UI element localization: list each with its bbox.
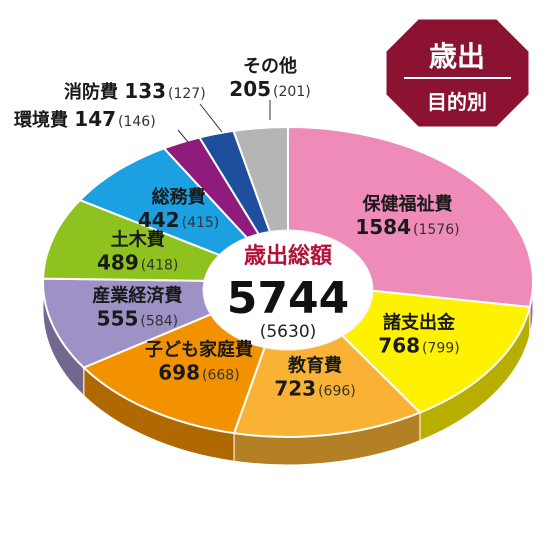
slice-prev-value: (696) bbox=[318, 384, 356, 400]
slice-value: 555 bbox=[97, 307, 139, 331]
slice-label-消防費: 消防費 133 (127) bbox=[64, 79, 206, 103]
slice-prev-value: (418) bbox=[141, 258, 179, 274]
leader-line-消防費 bbox=[199, 103, 223, 133]
badge-title: 歳出 bbox=[429, 40, 485, 73]
slice-prev-value: (201) bbox=[273, 84, 311, 100]
slice-value: 147 bbox=[74, 107, 116, 131]
slice-prev-value: (799) bbox=[422, 341, 460, 357]
slice-name: 保健福祉費 bbox=[361, 193, 452, 215]
slice-prev-value: (668) bbox=[202, 368, 240, 384]
slice-name: 消防費 bbox=[64, 81, 124, 103]
center-total-value: 5744 bbox=[227, 273, 349, 324]
slice-name: 子ども家庭費 bbox=[145, 339, 253, 361]
slice-value: 723 bbox=[274, 377, 316, 401]
slice-figures: 442 (415) bbox=[138, 208, 219, 232]
slice-figures: 698 (668) bbox=[158, 361, 239, 385]
slice-figures: 723 (696) bbox=[274, 377, 355, 401]
slice-value: 698 bbox=[158, 361, 200, 385]
slice-prev-value: (415) bbox=[182, 215, 220, 231]
badge-subtitle: 目的別 bbox=[427, 90, 487, 114]
slice-prev-value: (127) bbox=[168, 86, 206, 102]
slice-name: 産業経済費 bbox=[92, 285, 182, 307]
slice-figures: 768 (799) bbox=[378, 334, 459, 358]
slice-value: 442 bbox=[138, 208, 180, 232]
center-title: 歳出総額 bbox=[244, 243, 332, 269]
category-badge: 歳出 目的別 bbox=[383, 16, 532, 130]
leader-line-環境費 bbox=[177, 129, 189, 143]
slice-name: その他 bbox=[243, 55, 297, 77]
slice-name: 教育費 bbox=[288, 355, 342, 377]
slice-value: 133 bbox=[124, 79, 166, 103]
slice-prev-value: (584) bbox=[140, 314, 178, 330]
slice-figures: 1584 (1576) bbox=[355, 215, 459, 239]
badge-octagon bbox=[383, 16, 532, 130]
slice-figures: 555 (584) bbox=[97, 307, 178, 331]
slice-prev-value: (1576) bbox=[413, 222, 460, 238]
slice-value: 1584 bbox=[355, 215, 411, 239]
center-total: 歳出総額 5744 (5630) bbox=[202, 229, 374, 351]
slice-value: 489 bbox=[97, 251, 139, 275]
slice-value: 768 bbox=[378, 334, 420, 358]
slice-label-環境費: 環境費 147 (146) bbox=[14, 107, 156, 131]
slice-value: 205 bbox=[229, 77, 271, 101]
slice-figures: 489 (418) bbox=[97, 251, 178, 275]
slice-name: 諸支出金 bbox=[383, 312, 456, 334]
center-total-prev: (5630) bbox=[260, 322, 317, 342]
slice-figures: 環境費 147 (146) bbox=[14, 107, 156, 131]
slice-figures: 205 (201) bbox=[229, 77, 310, 101]
slice-name: 土木費 bbox=[111, 229, 165, 251]
slice-figures: 消防費 133 (127) bbox=[64, 79, 206, 103]
slice-name: 総務費 bbox=[152, 186, 206, 208]
slice-name: 環境費 bbox=[14, 109, 74, 131]
slice-prev-value: (146) bbox=[118, 114, 156, 130]
leader-lines bbox=[177, 100, 271, 143]
